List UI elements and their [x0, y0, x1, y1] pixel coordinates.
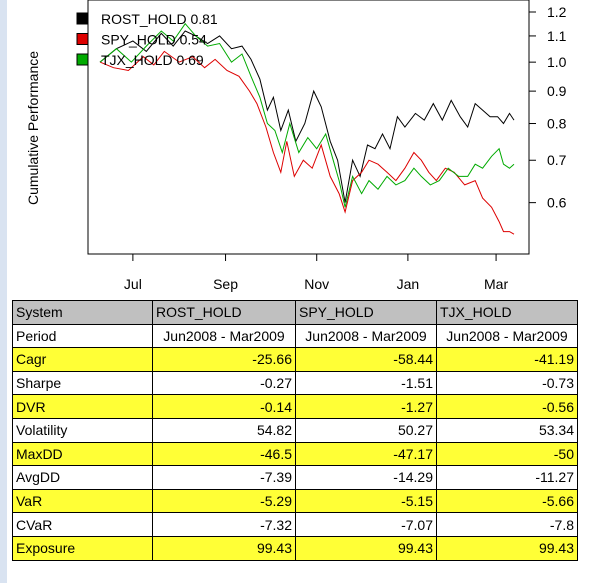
y-tick-label: 1.2 — [547, 4, 567, 20]
header-spy-hold: SPY_HOLD — [295, 300, 437, 325]
x-tick-label: Nov — [304, 276, 329, 292]
row-label: Cagr — [12, 347, 153, 372]
header-rost-hold: ROST_HOLD — [152, 300, 296, 325]
table-cell: -50 — [436, 441, 578, 467]
y-tick-label: 1.1 — [547, 28, 567, 44]
table-cell: Jun2008 - Mar2009 — [436, 323, 578, 349]
x-tick-label: Mar — [484, 276, 508, 292]
table-row: Volatility 54.82 50.27 53.34 — [12, 417, 578, 443]
table-row: Exposure 99.43 99.43 99.43 — [12, 535, 578, 561]
table-row: MaxDD -46.5 -47.17 -50 — [12, 441, 578, 467]
row-label: Exposure — [12, 535, 153, 561]
table-cell: -7.39 — [152, 465, 296, 490]
table-row: Sharpe -0.27 -1.51 -0.73 — [12, 370, 578, 396]
y-tick-label: 0.7 — [547, 152, 567, 168]
table-cell: Jun2008 - Mar2009 — [295, 323, 437, 349]
legend-label: SPY_HOLD 0.54 — [101, 32, 207, 48]
legend-swatch — [76, 53, 89, 66]
x-tick-label: Jan — [397, 276, 420, 292]
table-cell: -1.27 — [295, 394, 437, 419]
y-tick-label: 0.9 — [547, 83, 567, 99]
row-label: AvgDD — [12, 465, 153, 490]
table-row: CVaR -7.32 -7.07 -7.8 — [12, 512, 578, 537]
window-edge — [0, 0, 7, 583]
row-label: MaxDD — [12, 441, 153, 467]
table-cell: -5.15 — [295, 488, 437, 514]
series-line — [99, 50, 515, 235]
y-axis-label: Cumulative Performance — [25, 51, 41, 205]
legend-label: ROST_HOLD 0.81 — [101, 11, 218, 27]
y-tick-label: 1.0 — [547, 54, 567, 70]
legend-swatch — [76, 12, 89, 25]
legend-swatch — [76, 33, 89, 45]
table-cell: 54.82 — [152, 417, 296, 443]
table-cell: 99.43 — [436, 535, 578, 561]
table-row: Cagr -25.66 -58.44 -41.19 — [12, 347, 578, 372]
table-header-row: System ROST_HOLD SPY_HOLD TJX_HOLD — [12, 300, 578, 325]
table-cell: -7.32 — [152, 512, 296, 537]
table-cell: -7.8 — [436, 512, 578, 537]
stats-table: System ROST_HOLD SPY_HOLD TJX_HOLD Perio… — [12, 300, 578, 561]
table-cell: 53.34 — [436, 417, 578, 443]
table-cell: -14.29 — [295, 465, 437, 490]
table-cell: -25.66 — [152, 347, 296, 372]
table-cell: 99.43 — [295, 535, 437, 561]
header-tjx-hold: TJX_HOLD — [436, 300, 578, 325]
table-cell: -5.29 — [152, 488, 296, 514]
table-row: Period Jun2008 - Mar2009 Jun2008 - Mar2009… — [12, 323, 578, 349]
row-label: Volatility — [12, 417, 153, 443]
table-row: DVR -0.14 -1.27 -0.56 — [12, 394, 578, 419]
table-cell: -1.51 — [295, 370, 437, 396]
table-cell: 50.27 — [295, 417, 437, 443]
legend-label: TJX_HOLD 0.69 — [101, 52, 204, 68]
table-cell: -41.19 — [436, 347, 578, 372]
table-cell: -0.14 — [152, 394, 296, 419]
table-cell: -11.27 — [436, 465, 578, 490]
y-tick-label: 0.6 — [547, 195, 567, 211]
table-cell: -7.07 — [295, 512, 437, 537]
series-line — [99, 30, 515, 203]
table-cell: -58.44 — [295, 347, 437, 372]
row-label: CVaR — [12, 512, 153, 537]
table-cell: -5.66 — [436, 488, 578, 514]
table-cell: -0.73 — [436, 370, 578, 396]
table-cell: -47.17 — [295, 441, 437, 467]
table-cell: -0.27 — [152, 370, 296, 396]
table-row: AvgDD -7.39 -14.29 -11.27 — [12, 465, 578, 490]
table-cell: -46.5 — [152, 441, 296, 467]
row-label: VaR — [12, 488, 153, 514]
row-label: Sharpe — [12, 370, 153, 396]
table-cell: 99.43 — [152, 535, 296, 561]
x-tick-label: Jul — [124, 276, 142, 292]
table-row: VaR -5.29 -5.15 -5.66 — [12, 488, 578, 514]
table-cell: -0.56 — [436, 394, 578, 419]
x-tick-label: Sep — [213, 276, 238, 292]
header-system: System — [12, 300, 153, 325]
table-cell: Jun2008 - Mar2009 — [152, 323, 296, 349]
plot-frame — [87, 0, 530, 255]
performance-chart: Jul Sep Nov Jan Mar 0.6 0.7 0.8 0.9 1.0 1.1 1.2 ROS… — [25, 0, 567, 292]
row-label: DVR — [12, 394, 153, 419]
y-tick-label: 0.8 — [547, 116, 567, 132]
row-label: Period — [12, 323, 153, 349]
series-line — [99, 22, 515, 208]
